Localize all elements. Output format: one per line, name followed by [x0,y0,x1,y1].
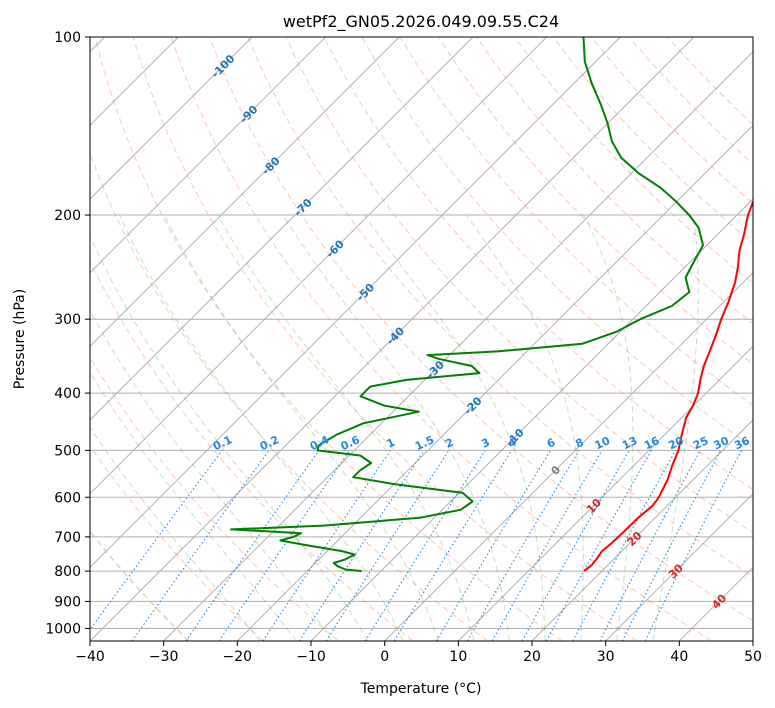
isotherm-gridline [236,124,753,641]
isotherm-gridline [90,37,474,421]
y-tick-label: 1000 [45,621,81,637]
moist-adiabat [90,371,297,641]
isotherm-gridline [90,37,327,274]
sounding-profiles [230,37,753,573]
mixing-ratio-line [90,450,223,631]
moist-adiabat [90,426,261,641]
mixing-ratio-line [185,450,320,641]
moist-adiabat [652,214,699,641]
mixing-ratio-label: 16 [642,434,662,452]
moist-adiabat [119,214,404,641]
moist-adiabat [282,214,510,641]
x-tick-label: 20 [523,649,541,665]
isotherm-gridline [384,271,753,641]
plot-frame [89,36,754,642]
x-tick-label: −10 [296,649,326,665]
dry-adiabat [90,445,264,641]
y-tick-label: 100 [54,30,81,46]
dry-adiabat [132,37,638,641]
moist-adiabat [217,214,475,641]
plot-area: 0.1 0.2 0.4 0.6 1 1.5 2 3 4 6 8 10 13 16 20 25 30 36-100-… [90,37,753,641]
dry-adiabat [170,37,712,641]
y-tick-label: 700 [54,530,81,546]
isotherm-gridline [310,198,753,641]
moist-adiabat [163,214,439,641]
x-tick-label: −30 [149,649,179,665]
dry-adiabat [323,37,753,491]
axes: −40 −30 −20 −10 0 10 20 30 40 50 100 200 300 400 500 60… [45,30,762,665]
dry-adiabats [90,37,753,641]
mixing-ratio-label: 36 [732,434,752,452]
isotherm-gridline [457,345,753,641]
isotherm-gridline [531,419,753,641]
dry-adiabat [90,356,339,641]
mixing-ratio-line [325,450,450,641]
dry-adiabat [209,37,753,622]
mixing-ratio-line [572,450,676,641]
mixing-ratio-line [262,450,391,641]
chart-title: wetPf2_GN05.2026.049.09.55.C24 [283,12,559,32]
gridlines [90,37,753,641]
x-tick-label: 10 [449,649,467,665]
isotherm-gridline [90,37,253,200]
dry-adiabat [94,37,563,641]
isotherm-gridline [605,492,753,641]
mixing-ratio-label: 20 [666,434,686,452]
dry-adiabat [247,37,753,577]
temperature-profile-line [583,199,753,572]
mixing-ratio-label: 10 [593,434,613,452]
y-tick-label: 500 [54,443,81,459]
x-tick-label: −40 [75,649,105,665]
isotherm-gridline [90,37,695,641]
mixing-ratio-line [393,450,513,641]
x-tick-label: 0 [380,649,389,665]
y-tick-label: 400 [54,386,81,402]
y-tick-label: 800 [54,564,81,580]
y-tick-label: 300 [54,312,81,328]
y-tick-label: 200 [54,208,81,224]
moist-adiabat [90,309,333,641]
moist-adiabat [465,214,584,641]
mixing-ratio-label: 30 [712,434,732,452]
mixing-ratio-line [218,450,351,641]
mixing-ratio-label: 13 [620,434,639,452]
isotherm-gridline [90,37,621,569]
x-tick-label: 50 [744,649,762,665]
x-axis-label: Temperature (°C) [360,681,482,697]
y-tick-label: 600 [54,490,81,506]
mixing-ratio-lines [90,450,742,641]
dewpoint-profile-line [230,37,704,573]
y-tick-label: 900 [54,594,81,610]
mixing-ratio-line [644,450,742,641]
dry-adiabat [476,37,753,325]
mixing-ratio-line [131,450,270,641]
y-axis-label: Pressure (hPa) [12,289,28,389]
moist-adiabat [583,214,634,641]
isotherm-gridline [90,37,548,495]
moist-adiabat [90,234,369,641]
x-tick-label: −20 [223,649,253,665]
mixing-ratio-line [521,450,630,641]
moist-adiabats [90,214,699,641]
mixing-ratio-label: 25 [691,434,710,452]
dry-adiabat [90,260,414,641]
isotherm-gridline [163,50,753,641]
isotherm-gridline [90,37,400,348]
x-tick-label: 40 [670,649,688,665]
dry-adiabat [514,37,753,284]
mixing-ratio-line [298,450,425,641]
x-tick-label: 30 [597,649,615,665]
mixing-ratio-line [545,450,652,641]
mixing-ratio-line [621,450,722,641]
dry-adiabat [285,37,753,534]
